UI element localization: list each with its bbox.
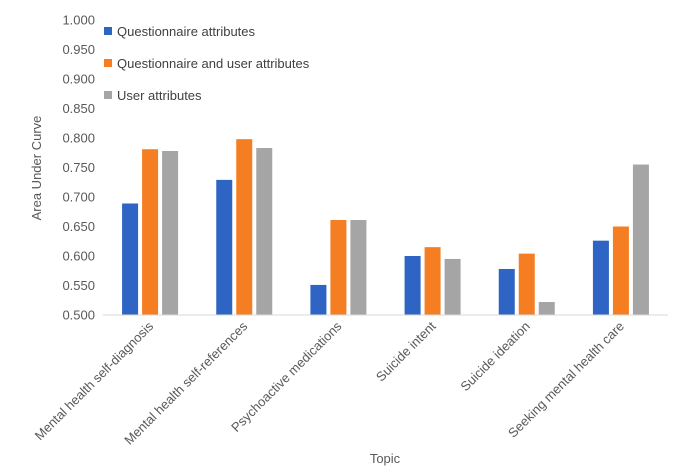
bar [612, 226, 629, 315]
legend-swatch [104, 59, 112, 67]
legend-label: User attributes [117, 88, 202, 103]
bar [216, 179, 233, 315]
bar [424, 247, 441, 315]
y-axis: 0.500 0.550 0.600 0.650 0.700 0.750 0.800 0.850… [62, 13, 95, 323]
bar [310, 284, 327, 315]
y-tick-label: 1.000 [62, 13, 95, 28]
y-tick-label: 0.950 [62, 42, 95, 57]
bar [538, 302, 555, 315]
bar [404, 256, 421, 315]
y-tick-label: 0.900 [62, 72, 95, 87]
y-tick-label: 0.650 [62, 219, 95, 234]
bar [518, 253, 535, 315]
y-tick-label: 0.600 [62, 249, 95, 264]
legend: Questionnaire attributes Questionnaire an… [104, 24, 310, 103]
y-tick-label: 0.750 [62, 160, 95, 175]
bar [256, 148, 273, 315]
legend-swatch [104, 91, 112, 99]
bar [632, 164, 649, 315]
bar [330, 220, 347, 315]
bar [498, 268, 515, 315]
x-tick-label: Suicide ideation [457, 319, 533, 395]
bar [350, 220, 367, 315]
legend-label: Questionnaire and user attributes [117, 56, 310, 71]
y-tick-label: 0.850 [62, 101, 95, 116]
y-tick-label: 0.500 [62, 308, 95, 323]
bar [444, 258, 461, 315]
bar [236, 139, 253, 315]
y-tick-label: 0.700 [62, 190, 95, 205]
y-tick-label: 0.550 [62, 278, 95, 293]
bar [122, 203, 139, 315]
bar [162, 150, 179, 315]
bar [142, 149, 159, 315]
x-tick-label: Psychoactive medications [228, 318, 345, 435]
x-axis-title: Topic [370, 451, 401, 466]
legend-swatch [104, 27, 112, 35]
y-axis-title: Area Under Curve [29, 116, 44, 221]
bars [122, 139, 649, 315]
bar [592, 240, 609, 315]
legend-label: Questionnaire attributes [117, 24, 256, 39]
y-tick-label: 0.800 [62, 131, 95, 146]
x-tick-label: Suicide intent [373, 318, 439, 384]
